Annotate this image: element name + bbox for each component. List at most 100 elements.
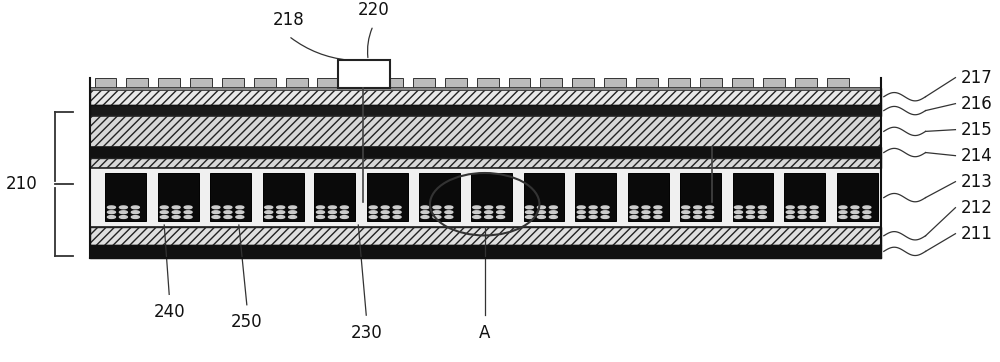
Circle shape: [642, 211, 650, 214]
Bar: [784, 173, 825, 220]
Circle shape: [340, 211, 348, 214]
Circle shape: [786, 211, 794, 214]
Circle shape: [160, 211, 168, 214]
Circle shape: [706, 211, 714, 214]
Text: 214: 214: [960, 147, 992, 165]
Bar: [314, 173, 355, 220]
Circle shape: [172, 206, 180, 209]
Bar: [540, 77, 562, 88]
Circle shape: [810, 216, 818, 218]
Circle shape: [734, 206, 742, 209]
Circle shape: [224, 216, 232, 218]
Circle shape: [160, 216, 168, 218]
Bar: [158, 173, 199, 220]
Circle shape: [184, 216, 192, 218]
Bar: [572, 77, 594, 88]
Bar: [413, 77, 435, 88]
Bar: [190, 77, 212, 88]
Text: 212: 212: [960, 199, 992, 217]
Bar: [158, 77, 180, 88]
Circle shape: [589, 216, 597, 218]
Circle shape: [682, 216, 690, 218]
Bar: [90, 88, 881, 105]
Bar: [349, 77, 371, 88]
Circle shape: [601, 206, 609, 209]
Circle shape: [277, 211, 285, 214]
Circle shape: [212, 206, 220, 209]
Circle shape: [473, 211, 481, 214]
Circle shape: [497, 211, 505, 214]
Circle shape: [839, 211, 847, 214]
Text: 216: 216: [960, 94, 992, 113]
Circle shape: [119, 211, 127, 214]
Circle shape: [682, 206, 690, 209]
Circle shape: [421, 206, 429, 209]
Bar: [338, 60, 390, 88]
Circle shape: [758, 206, 766, 209]
Circle shape: [630, 216, 638, 218]
Circle shape: [485, 206, 493, 209]
Text: 210: 210: [6, 175, 38, 193]
Bar: [126, 77, 148, 88]
Circle shape: [212, 216, 220, 218]
Text: 217: 217: [960, 69, 992, 87]
Bar: [90, 105, 881, 116]
Bar: [680, 173, 721, 220]
Circle shape: [746, 206, 754, 209]
Bar: [317, 77, 339, 88]
Circle shape: [537, 211, 545, 214]
Circle shape: [746, 216, 754, 218]
Circle shape: [589, 206, 597, 209]
Bar: [95, 77, 116, 88]
Bar: [210, 173, 251, 220]
Circle shape: [682, 211, 690, 214]
Circle shape: [172, 216, 180, 218]
Circle shape: [369, 206, 377, 209]
Circle shape: [340, 216, 348, 218]
Circle shape: [549, 216, 557, 218]
Circle shape: [421, 216, 429, 218]
Bar: [795, 77, 817, 88]
Circle shape: [577, 211, 585, 214]
Circle shape: [851, 206, 859, 209]
Bar: [381, 77, 403, 88]
Circle shape: [485, 211, 493, 214]
Bar: [733, 173, 773, 220]
Circle shape: [212, 211, 220, 214]
Circle shape: [577, 216, 585, 218]
Circle shape: [224, 211, 232, 214]
Circle shape: [537, 206, 545, 209]
Bar: [445, 77, 467, 88]
Circle shape: [289, 206, 297, 209]
Text: 220: 220: [357, 1, 389, 19]
Circle shape: [734, 211, 742, 214]
Circle shape: [589, 211, 597, 214]
Bar: [286, 77, 308, 88]
Bar: [700, 77, 722, 88]
Circle shape: [445, 206, 453, 209]
Circle shape: [694, 206, 702, 209]
Text: 215: 215: [960, 121, 992, 139]
Circle shape: [131, 211, 139, 214]
Circle shape: [525, 211, 533, 214]
Circle shape: [642, 216, 650, 218]
Circle shape: [328, 211, 336, 214]
Circle shape: [433, 206, 441, 209]
Circle shape: [184, 206, 192, 209]
Circle shape: [839, 206, 847, 209]
Bar: [628, 173, 669, 220]
Bar: [471, 173, 512, 220]
Circle shape: [131, 206, 139, 209]
Circle shape: [236, 216, 244, 218]
Circle shape: [393, 206, 401, 209]
Circle shape: [328, 206, 336, 209]
Circle shape: [316, 206, 324, 209]
Bar: [90, 158, 881, 168]
Bar: [90, 227, 881, 245]
Circle shape: [473, 206, 481, 209]
Circle shape: [172, 211, 180, 214]
Circle shape: [746, 211, 754, 214]
Circle shape: [786, 206, 794, 209]
Circle shape: [107, 211, 115, 214]
Circle shape: [265, 206, 273, 209]
